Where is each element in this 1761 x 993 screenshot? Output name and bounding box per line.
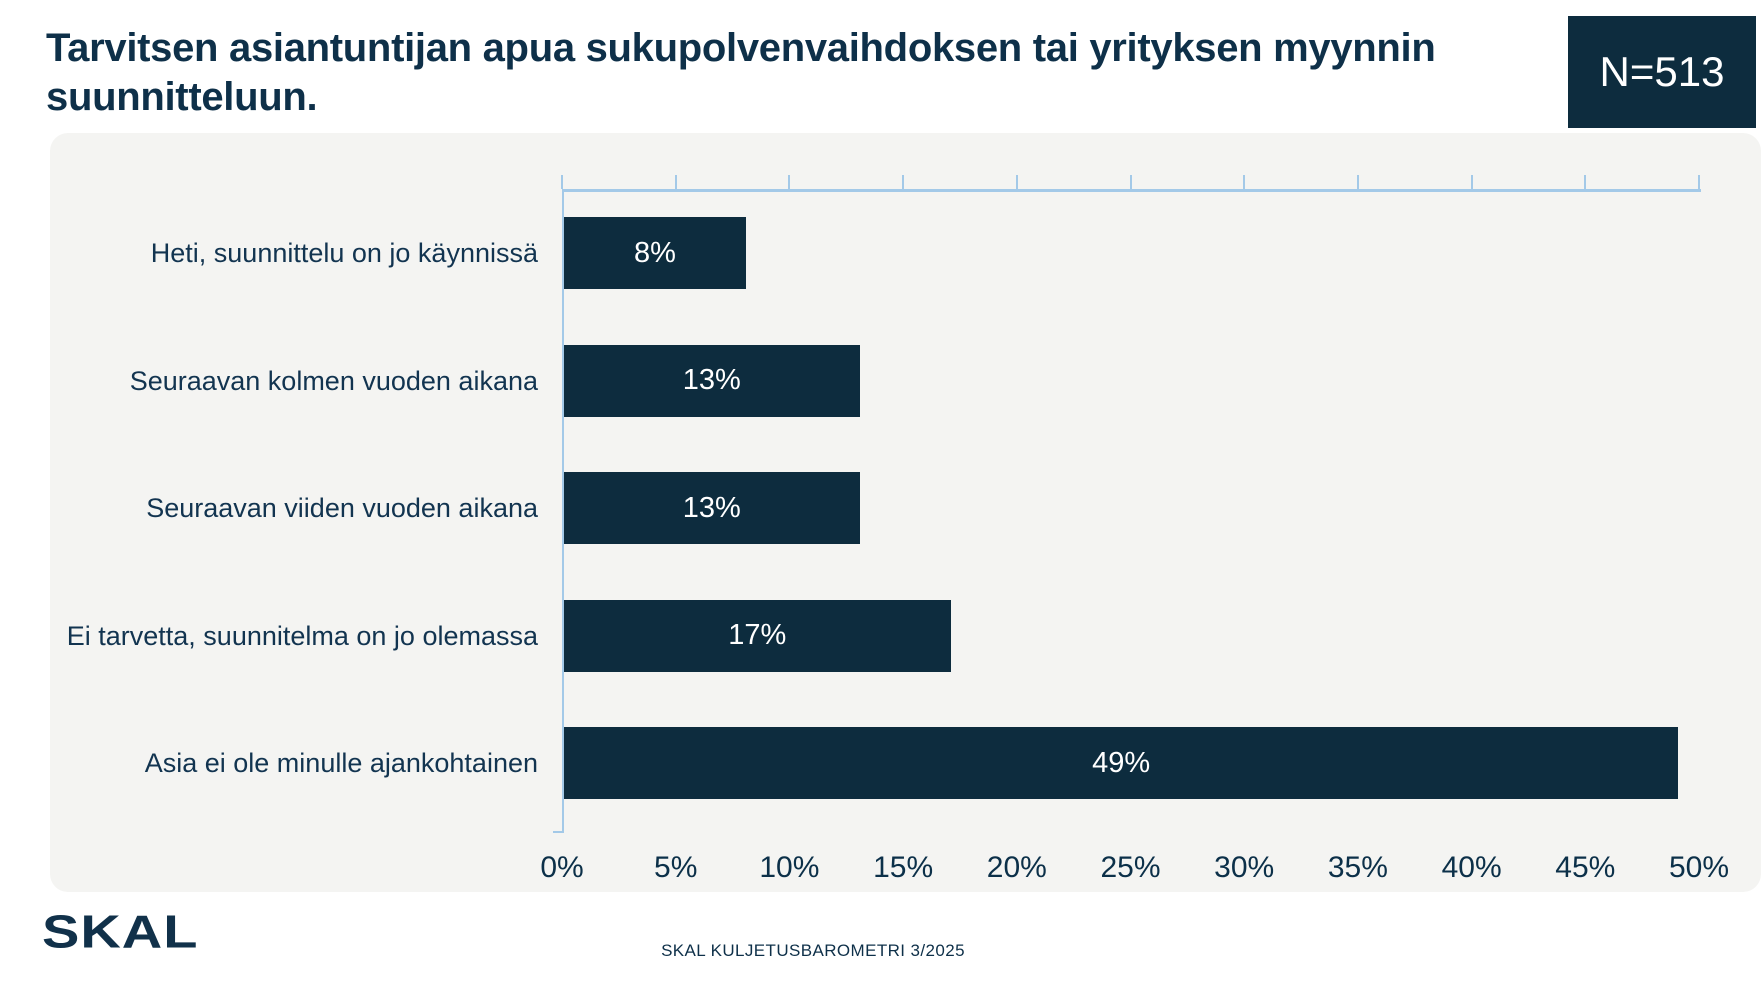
category-label: Heti, suunnittelu on jo käynnissä	[150, 238, 538, 268]
x-tick-label: 30%	[1214, 851, 1275, 884]
skal-logo: SKAL	[42, 905, 199, 958]
x-tick-label: 0%	[540, 851, 584, 884]
bar: 13%	[564, 344, 860, 417]
sample-size-value: N=513	[1599, 48, 1725, 95]
x-tick-label: 10%	[759, 851, 820, 884]
bar: 17%	[564, 599, 951, 672]
chart-title: Tarvitsen asiantuntijan apua sukupolvenv…	[46, 26, 1436, 119]
x-axis-tick	[1470, 175, 1473, 189]
category-label: Seuraavan viiden vuoden aikana	[146, 493, 538, 523]
chart-panel: 0% 5% 10% 15% 20% 25% 30% 35% 40% 45% 50% Heti, suu…	[50, 133, 1761, 892]
x-axis-tick	[1015, 175, 1018, 189]
x-tick-label: 5%	[654, 851, 698, 884]
x-axis-tick	[1698, 175, 1700, 189]
x-axis-tick	[674, 175, 677, 189]
sample-size-badge: N=513	[1568, 16, 1756, 128]
bar-value-label: 49%	[1092, 746, 1151, 779]
bar: 49%	[564, 727, 1679, 799]
x-axis-tick	[1356, 175, 1359, 189]
bar-value-label: 13%	[682, 364, 741, 396]
category-label: Ei tarvetta, suunnitelma on jo olemassa	[66, 620, 538, 651]
x-tick-label: 15%	[873, 851, 934, 884]
x-tick-label: 45%	[1555, 851, 1616, 884]
x-axis-tick	[1243, 175, 1246, 189]
bar: 13%	[564, 472, 860, 544]
x-tick-label: 20%	[986, 851, 1047, 884]
x-axis-line	[562, 189, 1701, 192]
x-axis-tick	[561, 175, 563, 189]
x-tick-label: 50%	[1668, 851, 1730, 884]
x-tick-label: 40%	[1441, 851, 1502, 884]
x-axis-tick	[1584, 175, 1587, 189]
x-tick-label: 35%	[1327, 851, 1388, 884]
y-axis-end-tick	[553, 831, 563, 833]
bar: 8%	[564, 217, 746, 289]
category-label: Asia ei ole minulle ajankohtainen	[144, 748, 538, 778]
x-axis-tick	[788, 175, 791, 189]
category-label: Seuraavan kolmen vuoden aikana	[129, 365, 538, 396]
bar-value-label: 17%	[728, 619, 787, 651]
bar-value-label: 13%	[682, 491, 741, 524]
x-axis-tick	[902, 175, 905, 189]
x-axis-tick	[1129, 175, 1132, 189]
y-axis-line	[562, 190, 564, 833]
bar-value-label: 8%	[633, 236, 676, 269]
footer-caption: SKAL KULJETUSBAROMETRI 3/2025	[661, 941, 965, 960]
x-tick-label: 25%	[1100, 851, 1161, 884]
